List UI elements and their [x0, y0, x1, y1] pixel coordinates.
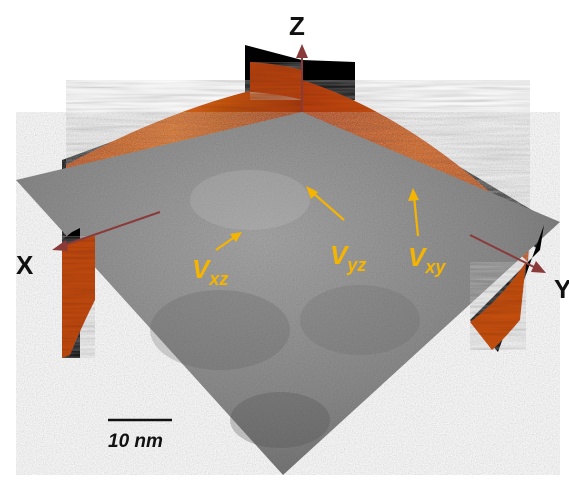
- vxy-label-main: V: [408, 242, 428, 272]
- x-axis-label: X: [16, 250, 34, 280]
- vxy-label: Vxy: [408, 242, 446, 277]
- slice-yz-front-image: [470, 262, 526, 350]
- vxz-arrow-line: [215, 235, 237, 251]
- vyz-label: Vyz: [330, 240, 366, 275]
- vxz-label-main: V: [192, 254, 212, 284]
- vxy-arrowhead: [408, 188, 419, 201]
- y-axis-line: [469, 234, 537, 269]
- vertical-slices-front: [62, 225, 544, 358]
- z-axis-label: Z: [289, 11, 305, 41]
- vyz-label-sub: yz: [346, 255, 366, 275]
- y-axis-label: Y: [554, 274, 569, 304]
- plane-xy-image: [16, 112, 560, 475]
- plane-texture-2: [300, 285, 420, 355]
- axes: [52, 44, 546, 273]
- x-axis-line: [61, 211, 161, 247]
- x-axis-arrowhead: [52, 240, 68, 251]
- slice-z-top-image: [250, 62, 302, 100]
- annotation-arrows: [215, 186, 420, 251]
- vxy-arrow-line: [412, 195, 420, 237]
- plane-texture-4: [190, 170, 310, 230]
- scale-bar: 10 nm: [108, 418, 172, 452]
- vxz-label: Vxz: [192, 254, 228, 289]
- vyz-arrowhead: [306, 186, 318, 199]
- plane-texture-1: [150, 290, 290, 370]
- y-axis-arrowhead: [531, 261, 546, 273]
- vxz-arrowhead: [230, 232, 242, 242]
- plane-texture-3: [230, 392, 330, 448]
- scale-bar-label: 10 nm: [108, 431, 163, 452]
- slice-xz-front-image: [62, 236, 95, 358]
- vyz-arrow-line: [311, 191, 345, 221]
- horizontal-plane: [16, 112, 560, 475]
- vxy-label-sub: xy: [424, 257, 446, 277]
- z-axis-arrowhead: [296, 44, 308, 58]
- vyz-label-main: V: [330, 240, 350, 270]
- vxz-label-sub: xz: [208, 269, 228, 289]
